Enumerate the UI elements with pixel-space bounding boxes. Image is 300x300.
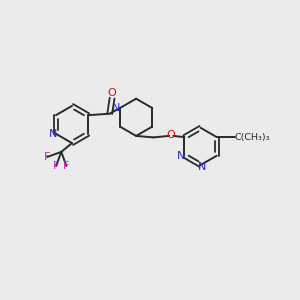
Text: F: F (44, 152, 50, 162)
Text: C(CH₃)₃: C(CH₃)₃ (234, 133, 270, 142)
Text: N: N (49, 129, 58, 139)
Text: N: N (198, 162, 206, 172)
Text: F: F (63, 161, 70, 171)
Text: O: O (167, 130, 176, 140)
Text: N: N (112, 103, 121, 113)
Text: N: N (177, 151, 185, 161)
Text: O: O (108, 88, 116, 98)
Text: F: F (53, 161, 59, 171)
